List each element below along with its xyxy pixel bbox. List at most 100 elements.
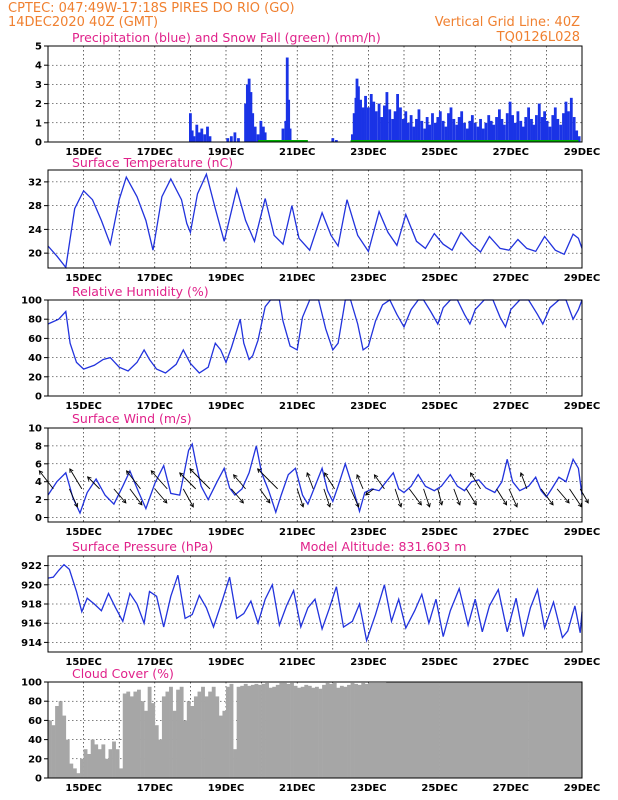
cloud-bar (421, 682, 440, 778)
y-tick-label: 20 (28, 754, 42, 765)
precip-bar (361, 107, 365, 142)
precip-bar (285, 57, 289, 142)
wind-arrow-head (232, 474, 238, 479)
y-tick-label: 80 (28, 697, 42, 708)
precip-bar (567, 111, 570, 142)
x-tick-label: 27DEC (493, 783, 529, 794)
precip-bar (388, 109, 392, 142)
x-tick-label: 29DEC (564, 147, 600, 158)
wind-arrow (350, 488, 360, 508)
x-tick-label: 15DEC (65, 657, 101, 668)
series-line (47, 563, 583, 644)
precip-bar (447, 113, 450, 142)
cloud-bar (350, 682, 355, 778)
cloud-bar (129, 696, 134, 778)
cloud-bar (332, 682, 337, 778)
panel-frame (47, 169, 583, 269)
wind-arrow-shaft (350, 488, 360, 508)
cloud-bar (115, 749, 120, 778)
cloud-bar (48, 720, 52, 778)
precip-bar (415, 118, 418, 142)
wind-arrow-head (364, 491, 370, 496)
wind-arrow-shaft (465, 488, 477, 506)
wind-arrow-head (584, 498, 589, 504)
y-tick-label: 914 (21, 638, 42, 649)
y-tick-label: 24 (28, 225, 42, 236)
precip-bar (206, 126, 209, 142)
x-tick-label: 21DEC (279, 147, 315, 158)
wind-arrow-head (189, 502, 194, 508)
precip-bar (229, 136, 233, 142)
wind-arrow-head (397, 502, 403, 508)
y-tick-label: 920 (21, 580, 42, 591)
wind-arrow (182, 488, 194, 508)
precip-bar (226, 138, 230, 142)
wind-arrow-head (472, 500, 477, 506)
x-tick-label: 15DEC (65, 783, 101, 794)
wind-arrow-head (86, 476, 92, 481)
wind-arrow (323, 488, 332, 508)
precip-bar (256, 134, 260, 142)
model-code: TQ0126L028 (496, 30, 580, 45)
y-tick-label: 20 (28, 249, 42, 260)
wind-arrow (364, 488, 375, 496)
wind-arrow (556, 488, 570, 504)
precip-bar (457, 117, 461, 142)
cloud-bar (76, 773, 81, 778)
wind-arrow-shaft (179, 472, 197, 490)
wind-arrow-head (438, 500, 444, 506)
wind-arrow (150, 470, 168, 490)
humidity-title: Relative Humidity (%) (72, 284, 209, 299)
cloud-bar (140, 701, 145, 778)
cloud-bar (90, 739, 95, 778)
wind-arrow (437, 488, 444, 506)
precip-bar (537, 103, 541, 142)
wind-arrow-head (373, 474, 379, 479)
precip-bar (350, 134, 354, 142)
precip-bar (287, 99, 291, 142)
pressure-panel: Surface Pressure (hPa) Model Altitude: 8… (21, 539, 600, 668)
x-tick-label: 19DEC (208, 273, 244, 284)
precip-bar (441, 120, 445, 142)
wind-arrow-head (256, 468, 262, 473)
wind-arrow (519, 471, 528, 490)
wind-arrow-shaft (257, 468, 278, 490)
wind-arrow-shaft (374, 474, 385, 490)
wind-arrow-head (417, 500, 422, 506)
wind-arrow-shaft (68, 488, 78, 508)
x-tick-label: 25DEC (421, 147, 457, 158)
precip-bar (487, 115, 491, 142)
wind-arrow-head (324, 472, 329, 477)
precip-bar (406, 122, 410, 142)
precip-bar (470, 115, 474, 142)
precip-bar (468, 120, 472, 142)
precip-bar (197, 132, 201, 142)
precip-bar (374, 111, 378, 142)
cloud-bar (80, 758, 84, 778)
x-tick-label: 15DEC (65, 273, 101, 284)
x-tick-label: 25DEC (421, 401, 457, 412)
precip-bar (500, 118, 504, 142)
cloud-bar (339, 685, 344, 778)
wind-arrow-head (150, 470, 156, 475)
x-tick-label: 29DEC (564, 401, 600, 412)
x-tick-label: 23DEC (350, 147, 386, 158)
y-tick-label: 0 (35, 774, 42, 785)
wind-arrow-shaft (437, 488, 443, 505)
cloud-bar (190, 706, 195, 778)
cloud-bar (311, 687, 316, 778)
wind-arrow-head (121, 498, 127, 504)
precip-bar (498, 109, 501, 142)
wind-arrow (453, 488, 461, 506)
y-tick-label: 8 (35, 441, 42, 452)
panel-frame (47, 427, 583, 523)
precip-bar (377, 103, 381, 142)
x-tick-label: 29DEC (564, 527, 600, 538)
precip-bar (380, 117, 384, 142)
wind-arrow-shaft (470, 472, 481, 490)
cloud-bar (193, 696, 198, 778)
wind-arrow-head (355, 502, 360, 508)
panel-frame (47, 681, 583, 779)
precip-bar (449, 107, 453, 142)
x-tick-label: 25DEC (421, 527, 457, 538)
